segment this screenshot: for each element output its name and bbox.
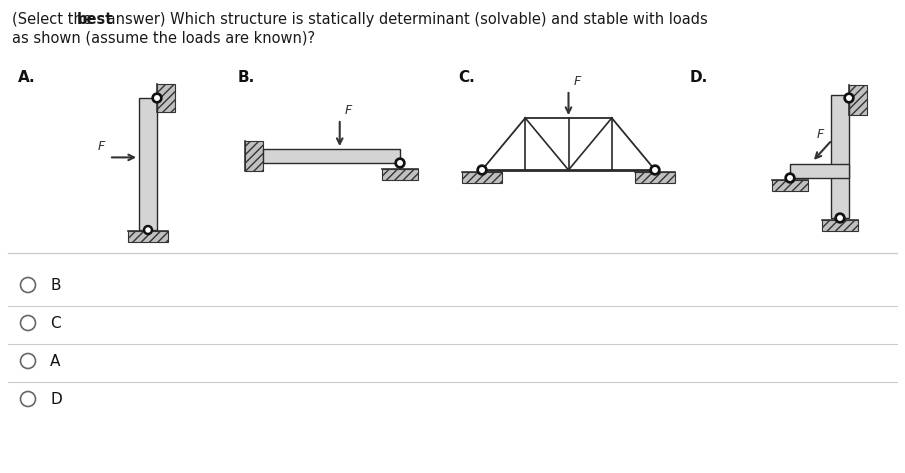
Circle shape [146, 228, 150, 232]
Text: best: best [77, 12, 113, 27]
Circle shape [398, 161, 402, 165]
Text: D.: D. [690, 70, 709, 85]
Text: C.: C. [458, 70, 475, 85]
Text: (Select the: (Select the [12, 12, 96, 27]
Circle shape [477, 165, 487, 175]
Text: F: F [98, 140, 105, 153]
Text: answer) Which structure is statically determinant (solvable) and stable with loa: answer) Which structure is statically de… [102, 12, 708, 27]
Bar [772, 180, 808, 191]
Circle shape [653, 168, 657, 172]
Bar [635, 172, 675, 183]
Circle shape [847, 96, 852, 100]
Circle shape [395, 158, 405, 168]
Bar [139, 98, 157, 230]
Bar [790, 164, 849, 178]
Bar [831, 95, 849, 218]
Text: C: C [50, 315, 61, 331]
Text: F: F [816, 128, 824, 140]
Bar [245, 141, 263, 171]
Bar [849, 85, 867, 115]
Circle shape [480, 168, 484, 172]
Text: D: D [50, 392, 62, 406]
Bar [462, 172, 502, 183]
Circle shape [785, 173, 795, 183]
Bar [382, 169, 418, 180]
Circle shape [21, 392, 35, 406]
Circle shape [21, 278, 35, 292]
Circle shape [650, 165, 660, 175]
Text: B: B [50, 278, 61, 292]
Text: as shown (assume the loads are known)?: as shown (assume the loads are known)? [12, 31, 315, 46]
Circle shape [21, 315, 35, 331]
Text: F: F [574, 75, 581, 88]
Text: A.: A. [18, 70, 35, 85]
Text: A: A [50, 353, 61, 368]
Bar [157, 84, 175, 112]
Circle shape [835, 213, 845, 223]
Circle shape [144, 226, 153, 235]
Circle shape [838, 216, 843, 220]
Circle shape [21, 353, 35, 368]
Bar [263, 149, 400, 163]
Circle shape [844, 93, 854, 103]
Text: B.: B. [238, 70, 255, 85]
Bar [822, 220, 858, 231]
Text: F: F [345, 104, 352, 117]
Bar [128, 231, 168, 242]
Circle shape [155, 96, 159, 100]
Circle shape [152, 93, 162, 103]
Circle shape [787, 176, 792, 180]
